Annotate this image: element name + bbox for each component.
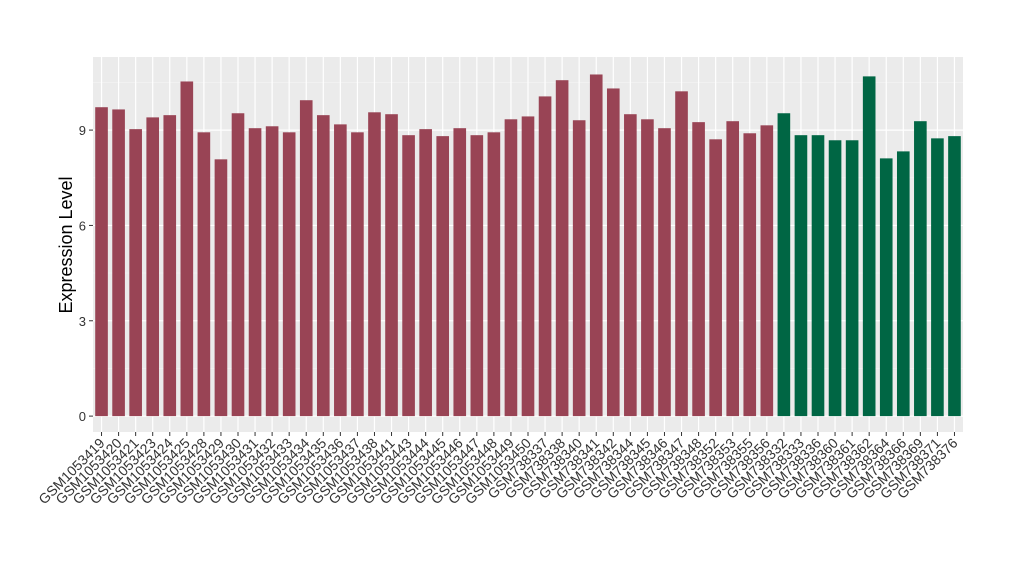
bar — [316, 115, 330, 417]
bar — [862, 76, 876, 417]
bar — [589, 74, 603, 417]
bar — [385, 114, 398, 417]
bar — [129, 129, 142, 417]
bar — [180, 81, 194, 417]
bar — [811, 135, 825, 417]
bar — [828, 140, 842, 417]
bar — [248, 128, 262, 417]
y-tick-label: 3 — [79, 314, 86, 329]
bar — [146, 117, 160, 417]
bar — [487, 132, 501, 417]
bar — [692, 122, 705, 417]
bar — [931, 138, 944, 417]
y-tick-label: 0 — [79, 409, 86, 424]
bar — [624, 114, 637, 417]
bar — [572, 120, 586, 417]
bar — [555, 80, 569, 417]
bar — [453, 128, 467, 417]
bar — [521, 116, 535, 417]
bar — [112, 109, 125, 417]
bar — [658, 128, 671, 417]
bar — [794, 135, 808, 417]
bar — [760, 125, 774, 417]
bar — [299, 100, 313, 417]
bar — [402, 135, 415, 417]
bar — [470, 135, 484, 417]
bar — [231, 113, 245, 417]
y-tick-label: 9 — [79, 123, 86, 138]
bar — [334, 124, 347, 417]
bar — [896, 151, 910, 417]
bar — [777, 113, 791, 417]
bar — [214, 159, 228, 417]
bar — [197, 132, 211, 417]
y-tick-label: 6 — [79, 218, 86, 233]
bar — [743, 133, 757, 417]
bar — [914, 121, 927, 417]
bar — [538, 96, 552, 417]
bar — [641, 119, 654, 417]
bar — [419, 129, 432, 417]
y-axis-label: Expression Level — [56, 176, 76, 313]
bar — [504, 119, 518, 417]
bar — [675, 91, 688, 417]
bar — [436, 136, 450, 417]
bar — [95, 107, 108, 417]
bar — [368, 112, 381, 417]
bar — [606, 88, 620, 417]
bar — [948, 136, 961, 417]
bar — [351, 132, 364, 417]
bar — [282, 132, 296, 417]
bar — [163, 115, 177, 417]
bar — [709, 139, 722, 417]
bar — [845, 140, 859, 417]
bar — [726, 121, 740, 417]
bar — [265, 126, 279, 417]
bar — [879, 158, 893, 417]
